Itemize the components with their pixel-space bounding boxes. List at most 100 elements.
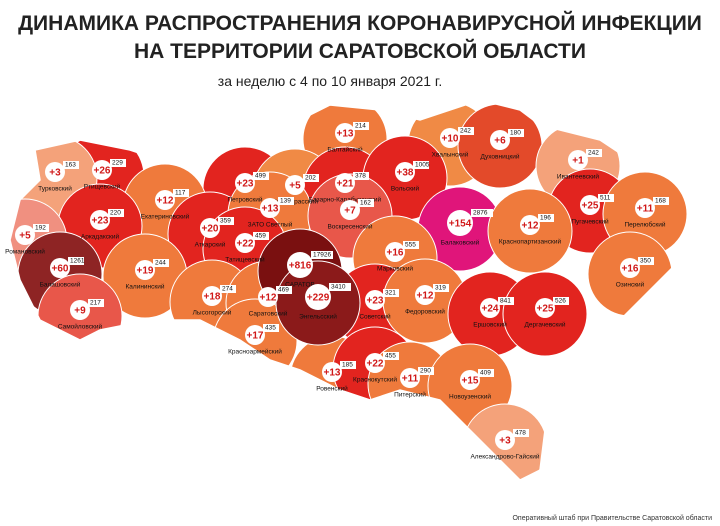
region-increase: +15 [462,376,479,387]
increase-badge [235,173,255,193]
total-badge [513,429,529,437]
total-badge [653,197,669,205]
increase-badge [335,123,355,143]
total-badge [508,129,524,137]
total-badge [173,189,189,197]
region-name: Вольский [391,185,420,193]
region-total: 229 [112,160,123,167]
region-total: 511 [600,195,611,202]
region-name: Озинский [616,281,645,289]
region-increase: +23 [237,179,254,190]
increase-badge [258,287,278,307]
region-increase: +12 [522,221,539,232]
region-total: 244 [155,260,166,267]
total-badge [220,285,236,293]
increase-badge [490,130,510,150]
region-name: Калининский [126,283,165,291]
increase-badge [635,198,655,218]
region-name: Турковский [38,185,72,193]
increase-badge [305,284,331,310]
region-name: Духовницкий [480,153,519,161]
total-badge [253,172,269,180]
region-total: 180 [510,130,521,137]
increase-badge [285,175,305,195]
region-total: 3410 [331,284,346,291]
region-increase: +18 [204,292,221,303]
increase-badge [287,252,313,278]
total-badge [88,299,104,307]
region-increase: +25 [537,304,554,315]
region-name: Пугачевский [571,218,609,226]
region-total: 274 [222,286,233,293]
total-badge [358,199,374,207]
region-total: 378 [355,173,366,180]
region-total: 2876 [473,210,488,217]
total-badge [353,172,369,180]
increase-badge [460,370,480,390]
region-increase: +816 [289,261,312,272]
increase-badge [45,162,65,182]
increase-badge [620,258,640,278]
footer: Оперативный штаб при Правительстве Сарат… [512,514,712,522]
region-increase: +24 [482,304,499,315]
increase-badge [568,150,588,170]
region-name: Саратовский [249,310,288,318]
region-increase: +16 [387,248,404,259]
region-increase: +11 [637,204,654,215]
region-total: 478 [515,430,526,437]
total-badge [498,297,514,305]
total-badge [63,161,79,169]
region-increase: +12 [417,291,434,302]
subtitle: за неделю с 4 по 10 января 2021 г. [218,73,442,89]
region-increase: +13 [337,129,354,140]
region-total: 469 [278,287,289,294]
region-name: Дергачевский [524,321,565,329]
region-name: Балтайский [327,146,363,154]
region-total: 192 [35,225,46,232]
region-name: Новоузенский [449,393,491,401]
region-name: Ртищевский [84,183,121,191]
increase-badge [400,368,420,388]
total-badge [276,286,292,294]
region-name: Александрово-Гайский [470,453,539,461]
region-name: ЗАТО Светлый [248,221,293,229]
region-name: Романовский [5,248,45,256]
region-increase: +9 [74,306,86,317]
total-badge [329,283,351,291]
increase-badge [395,162,415,182]
increase-badge [202,286,222,306]
total-badge [458,127,474,135]
total-badge [311,251,333,259]
region-name: САРАТОВ [285,282,315,289]
region-increase: +1 [572,156,584,167]
region-increase: +22 [237,239,254,250]
total-badge [418,367,434,375]
total-badge [598,194,614,202]
region-name: Петровский [227,196,262,204]
total-badge [110,159,126,167]
increase-badge [260,198,280,218]
increase-badge [340,200,360,220]
region-name: Лысогорский [193,309,232,317]
region-increase: +229 [307,293,330,304]
region-total: 162 [360,200,371,207]
region-name: Татищевский [225,256,265,264]
total-badge [303,174,319,182]
region-total: 455 [385,353,396,360]
region-total: 168 [655,198,666,205]
increase-badge [580,195,600,215]
total-badge [383,289,399,297]
increase-badge [385,242,405,262]
increase-badge [480,298,500,318]
region-total: 359 [220,218,231,225]
total-badge [278,197,294,205]
total-badge [478,369,494,377]
region-name: Ершовский [473,321,507,329]
increase-badge [335,173,355,193]
region-name: Базарно-Карабулакский [309,196,382,204]
increase-badge [365,353,385,373]
region-total: 117 [175,190,186,197]
region-name: Советский [359,313,391,321]
region-increase: +21 [337,179,354,190]
